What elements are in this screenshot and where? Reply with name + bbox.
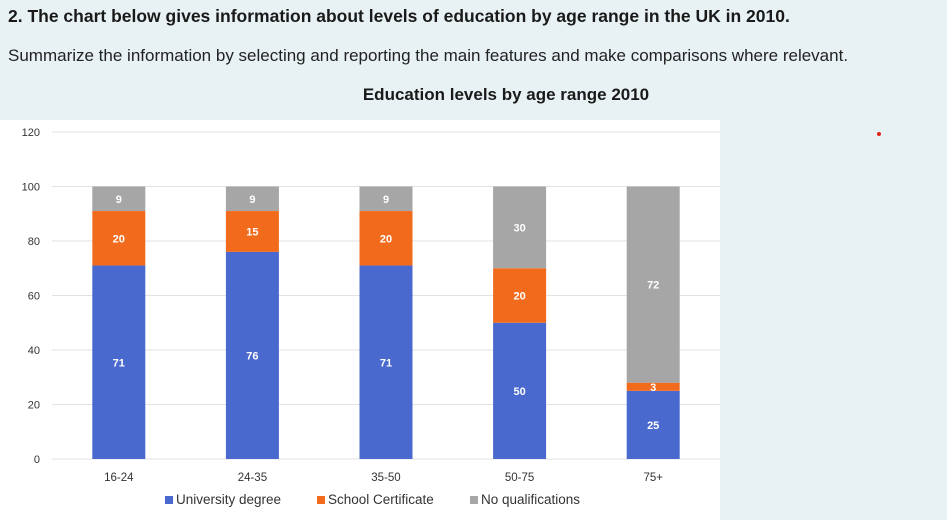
y-tick-label: 100: [22, 182, 40, 194]
x-tick-label: 50-75: [505, 472, 534, 484]
bar-university-degree: [493, 322, 547, 459]
data-label: 20: [113, 233, 125, 245]
x-tick-label: 75+: [643, 472, 663, 484]
data-label: 25: [647, 420, 659, 432]
data-label: 71: [380, 357, 392, 369]
x-tick-label: 24-35: [238, 472, 267, 484]
y-tick-label: 0: [34, 454, 40, 466]
bar-no-qualifications: [626, 186, 680, 383]
bar-university-degree: [92, 265, 146, 459]
data-label: 30: [513, 222, 525, 234]
stacked-bar-chart: 0 20 40 60 80 100 120 71 20 9 16-24 76 15 9 24-35 71 20 9…: [0, 120, 720, 520]
y-tick-label: 120: [22, 127, 40, 139]
x-tick-label: 35-50: [371, 472, 400, 484]
chart-title: Education levels by age range 2010: [362, 85, 650, 104]
data-label: 9: [249, 194, 255, 206]
task-instructions: Summarize the information by selecting a…: [8, 46, 849, 65]
data-label: 76: [246, 350, 258, 362]
bar-no-qualifications: [225, 186, 279, 212]
data-label: 50: [513, 386, 525, 398]
y-tick-label: 80: [28, 236, 40, 248]
x-tick-label: 16-24: [104, 472, 134, 484]
data-label: 3: [650, 382, 656, 394]
legend-swatch: [470, 496, 478, 504]
y-tick-label: 40: [28, 345, 40, 357]
data-label: 72: [647, 280, 659, 292]
legend-swatch: [165, 496, 173, 504]
task-heading: 2. The chart below gives information abo…: [8, 6, 790, 26]
legend-swatch: [317, 496, 325, 504]
data-label: 71: [113, 357, 125, 369]
bar-no-qualifications: [92, 186, 146, 212]
bar-school-certificate: [493, 268, 547, 323]
bar-university-degree: [225, 251, 279, 459]
bar-school-certificate: [626, 382, 680, 391]
legend-label: University degree: [176, 492, 281, 507]
y-tick-label: 60: [28, 291, 40, 303]
bar-no-qualifications: [359, 186, 413, 212]
legend-label: No qualifications: [481, 492, 580, 507]
bar-no-qualifications: [493, 186, 547, 269]
data-label: 9: [383, 194, 389, 206]
bar-university-degree: [359, 265, 413, 459]
data-label: 20: [513, 291, 525, 303]
legend-label: School Certificate: [328, 492, 434, 507]
data-label: 9: [116, 194, 122, 206]
bar-school-certificate: [359, 211, 413, 266]
bar-school-certificate: [92, 211, 146, 266]
bar-school-certificate: [225, 211, 279, 252]
bar-university-degree: [626, 390, 680, 459]
data-label: 20: [380, 233, 392, 245]
red-dot-marker: [877, 132, 881, 136]
y-tick-label: 20: [28, 400, 40, 412]
data-label: 15: [246, 226, 258, 238]
